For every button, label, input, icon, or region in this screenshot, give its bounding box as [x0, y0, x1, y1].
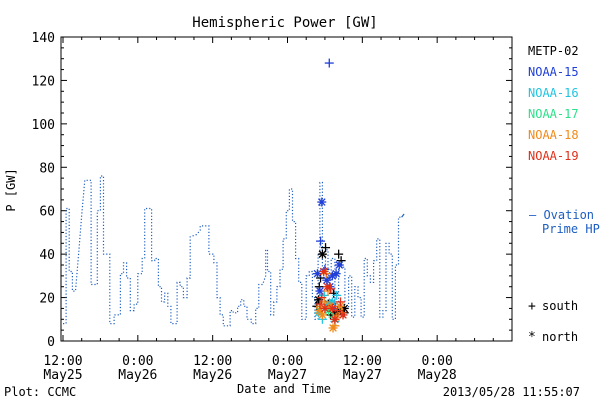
y-axis: 0 20 40 60 80 100 120 140	[32, 31, 512, 350]
marker-noaa-19-north	[320, 303, 330, 313]
marker-noaa-15-south	[316, 236, 326, 246]
legend-item: NOAA-16	[528, 86, 579, 100]
marker-key-symbol: *	[528, 330, 536, 345]
marker-stroke	[318, 250, 327, 258]
marker-noaa-19-south	[326, 284, 336, 294]
marker-noaa-15-north	[331, 269, 341, 279]
marker-stroke	[317, 198, 326, 206]
legend-item: METP-02	[528, 44, 579, 58]
marker-noaa-19-south	[332, 306, 342, 316]
ovation-series	[63, 175, 405, 327]
x-tick-time: 12:00	[43, 354, 82, 369]
plot-frame	[60, 36, 513, 342]
y-tick-label: 0	[47, 335, 55, 350]
x-tick-date: May28	[418, 368, 457, 383]
marker-stroke	[335, 261, 344, 269]
y-tick-label: 80	[39, 161, 55, 176]
marker-stroke	[321, 304, 329, 313]
marker-noaa-19-south	[315, 299, 325, 309]
x-axis: 12:00May250:00May2612:00May260:00May2712…	[43, 37, 494, 383]
marker-noaa-15-south	[324, 58, 334, 68]
marker-noaa-15-north	[317, 197, 327, 207]
legend-item: NOAA-18	[528, 128, 579, 142]
marker-stroke	[323, 282, 332, 291]
legend-item: NOAA-17	[528, 107, 579, 121]
marker-key: + south * north	[528, 299, 578, 345]
marker-stroke	[339, 311, 347, 319]
y-tick-label: 20	[39, 292, 55, 307]
x-tick-date: May27	[343, 368, 382, 383]
marker-stroke	[331, 315, 339, 324]
marker-noaa-19-south	[336, 297, 346, 307]
y-tick-label: 100	[32, 118, 55, 133]
marker-noaa-15-north	[334, 260, 344, 270]
marker-stroke	[328, 304, 337, 313]
y-tick-label: 60	[39, 205, 55, 220]
x-axis-label: Date and Time	[237, 382, 331, 396]
x-tick-time: 0:00	[122, 354, 153, 369]
marker-stroke	[332, 269, 340, 278]
marker-metp-02-north	[317, 249, 327, 259]
marker-key-symbol: +	[528, 299, 536, 314]
satellite-markers	[312, 58, 349, 333]
marker-noaa-19-south	[317, 293, 327, 303]
ovation-label-line2: Prime HPI	[542, 222, 600, 236]
marker-metp-02-south	[334, 249, 344, 259]
marker-key-label: north	[542, 330, 578, 344]
legend-item: NOAA-19	[528, 149, 579, 163]
marker-metp-02-south	[321, 243, 331, 253]
x-tick-time: 12:00	[193, 354, 232, 369]
x-tick-time: 0:00	[422, 354, 453, 369]
marker-noaa-16-south	[332, 290, 342, 300]
marker-stroke	[319, 267, 328, 276]
y-tick-label: 120	[32, 74, 55, 89]
legend-item: NOAA-15	[528, 65, 579, 79]
x-tick-time: 12:00	[343, 354, 382, 369]
y-axis-label: P [GW]	[4, 168, 18, 211]
marker-noaa-15-north	[315, 286, 325, 296]
y-tick-label: 40	[39, 248, 55, 263]
marker-noaa-19-north	[330, 314, 340, 324]
x-tick-date: May26	[193, 368, 232, 383]
x-tick-date: May25	[43, 368, 82, 383]
ovation-label-line1: – Ovation	[529, 208, 594, 222]
marker-noaa-19-north	[319, 267, 329, 277]
y-tick-label: 140	[32, 31, 55, 46]
marker-stroke	[322, 276, 331, 285]
ovation-extension	[401, 213, 405, 218]
legend: METP-02 NOAA-15 NOAA-16 NOAA-17 NOAA-18 NOAA-…	[528, 44, 579, 163]
x-tick-date: May26	[118, 368, 157, 383]
marker-noaa-19-north	[338, 310, 348, 320]
marker-key-label: south	[542, 299, 578, 313]
timestamp: 2013/05/28 11:55:07	[443, 385, 580, 399]
marker-stroke	[316, 287, 324, 295]
x-tick-date: May27	[268, 368, 307, 383]
x-tick-time: 0:00	[272, 354, 303, 369]
ovation-line	[63, 175, 402, 327]
marker-noaa-18-north	[328, 323, 338, 333]
plot-credit: Plot: CCMC	[4, 385, 76, 399]
chart-title: Hemispheric Power [GW]	[192, 15, 377, 31]
